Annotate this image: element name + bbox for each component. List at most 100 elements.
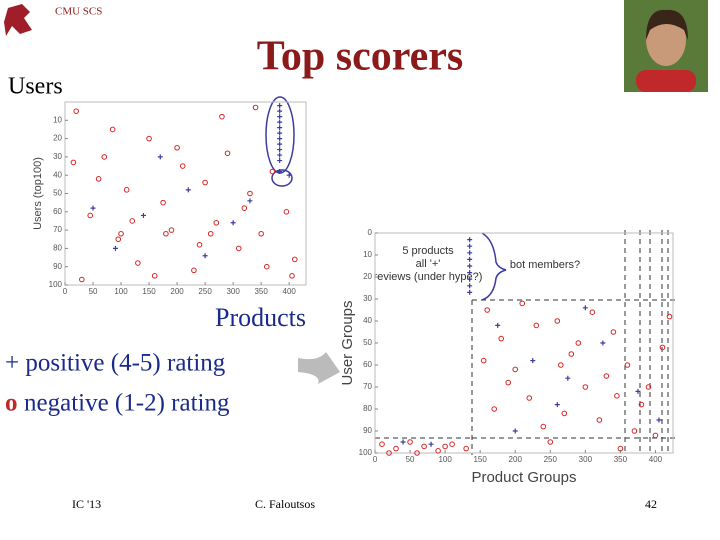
point (95, 176, 102, 182)
x-tick-label: 200 (170, 287, 184, 296)
legend-negative-marker: o (5, 390, 18, 417)
point (596, 417, 603, 423)
point (428, 441, 434, 447)
point (656, 417, 662, 423)
point (252, 104, 259, 111)
y-tick-label: 50 (53, 189, 62, 198)
point (213, 219, 220, 226)
point (414, 450, 420, 456)
point (435, 448, 441, 454)
point (109, 126, 116, 133)
point (263, 263, 270, 270)
point (115, 236, 122, 243)
point (554, 402, 560, 408)
point (393, 445, 399, 452)
y-tick-label: 90 (363, 426, 372, 435)
point (526, 395, 533, 401)
point (79, 276, 85, 283)
group-dividers (375, 230, 675, 455)
point (467, 283, 473, 289)
point (90, 205, 96, 211)
point (163, 230, 169, 237)
point (554, 318, 561, 324)
point (207, 230, 214, 237)
annotation: 5 products all '+' reviews (under hype?) (374, 245, 483, 283)
point (157, 154, 163, 160)
x-tick-label: 350 (614, 455, 628, 464)
footer-venue: IC '13 (72, 497, 101, 511)
x-tick-label: 50 (406, 455, 415, 464)
x-axis-label: Product Groups (471, 469, 576, 486)
point (463, 445, 469, 452)
point (495, 322, 501, 328)
point (123, 187, 130, 193)
point (467, 263, 473, 269)
point (151, 273, 158, 279)
point (277, 152, 283, 158)
point (449, 441, 455, 448)
y-tick-label: 30 (53, 152, 62, 161)
y-tick-label: 60 (53, 207, 62, 216)
point (379, 441, 385, 448)
point (219, 113, 225, 120)
point (286, 172, 292, 178)
point (247, 198, 253, 204)
point (112, 245, 118, 251)
plot-frame (64, 101, 307, 286)
y-tick-label: 50 (363, 338, 372, 347)
point (519, 300, 526, 307)
y-tick-label: 40 (53, 170, 62, 179)
point (505, 379, 512, 386)
point (269, 168, 276, 175)
point (202, 179, 208, 186)
y-tick-label: 60 (363, 360, 372, 369)
y-tick-label: 30 (363, 294, 372, 303)
x-tick-label: 250 (198, 287, 212, 296)
highlight-ellipse (271, 169, 293, 187)
y-tick-label: 0 (368, 228, 373, 237)
point (547, 439, 554, 445)
point (610, 329, 617, 335)
point (442, 443, 448, 450)
point (277, 169, 283, 175)
point (230, 220, 236, 226)
point (185, 187, 191, 193)
point (512, 428, 518, 434)
point (174, 144, 180, 151)
point (568, 351, 575, 357)
point (467, 276, 473, 282)
point (400, 439, 406, 445)
point (101, 154, 108, 160)
point (277, 119, 283, 125)
y-tick-label: 70 (53, 225, 62, 234)
point (277, 158, 283, 164)
point (73, 108, 80, 114)
point (386, 450, 392, 456)
point (638, 401, 645, 408)
x-tick-label: 0 (63, 287, 68, 296)
point (666, 313, 673, 320)
x-tick-label: 400 (283, 287, 297, 296)
point (135, 260, 141, 266)
point (146, 135, 152, 142)
point (277, 147, 283, 153)
point (168, 227, 175, 233)
point (603, 373, 610, 379)
brace (481, 232, 507, 301)
point (277, 141, 283, 147)
x-tick-label: 300 (579, 455, 593, 464)
point (277, 108, 283, 114)
point (224, 150, 231, 157)
point (160, 199, 166, 206)
point (600, 340, 606, 346)
footer-author: C. Faloutsos (255, 497, 315, 511)
point (558, 362, 564, 368)
y-tick-label: 10 (363, 250, 372, 259)
point (533, 322, 540, 329)
point (635, 388, 641, 394)
point (118, 230, 124, 237)
y-tick-label: 20 (363, 272, 372, 281)
point (645, 384, 652, 390)
